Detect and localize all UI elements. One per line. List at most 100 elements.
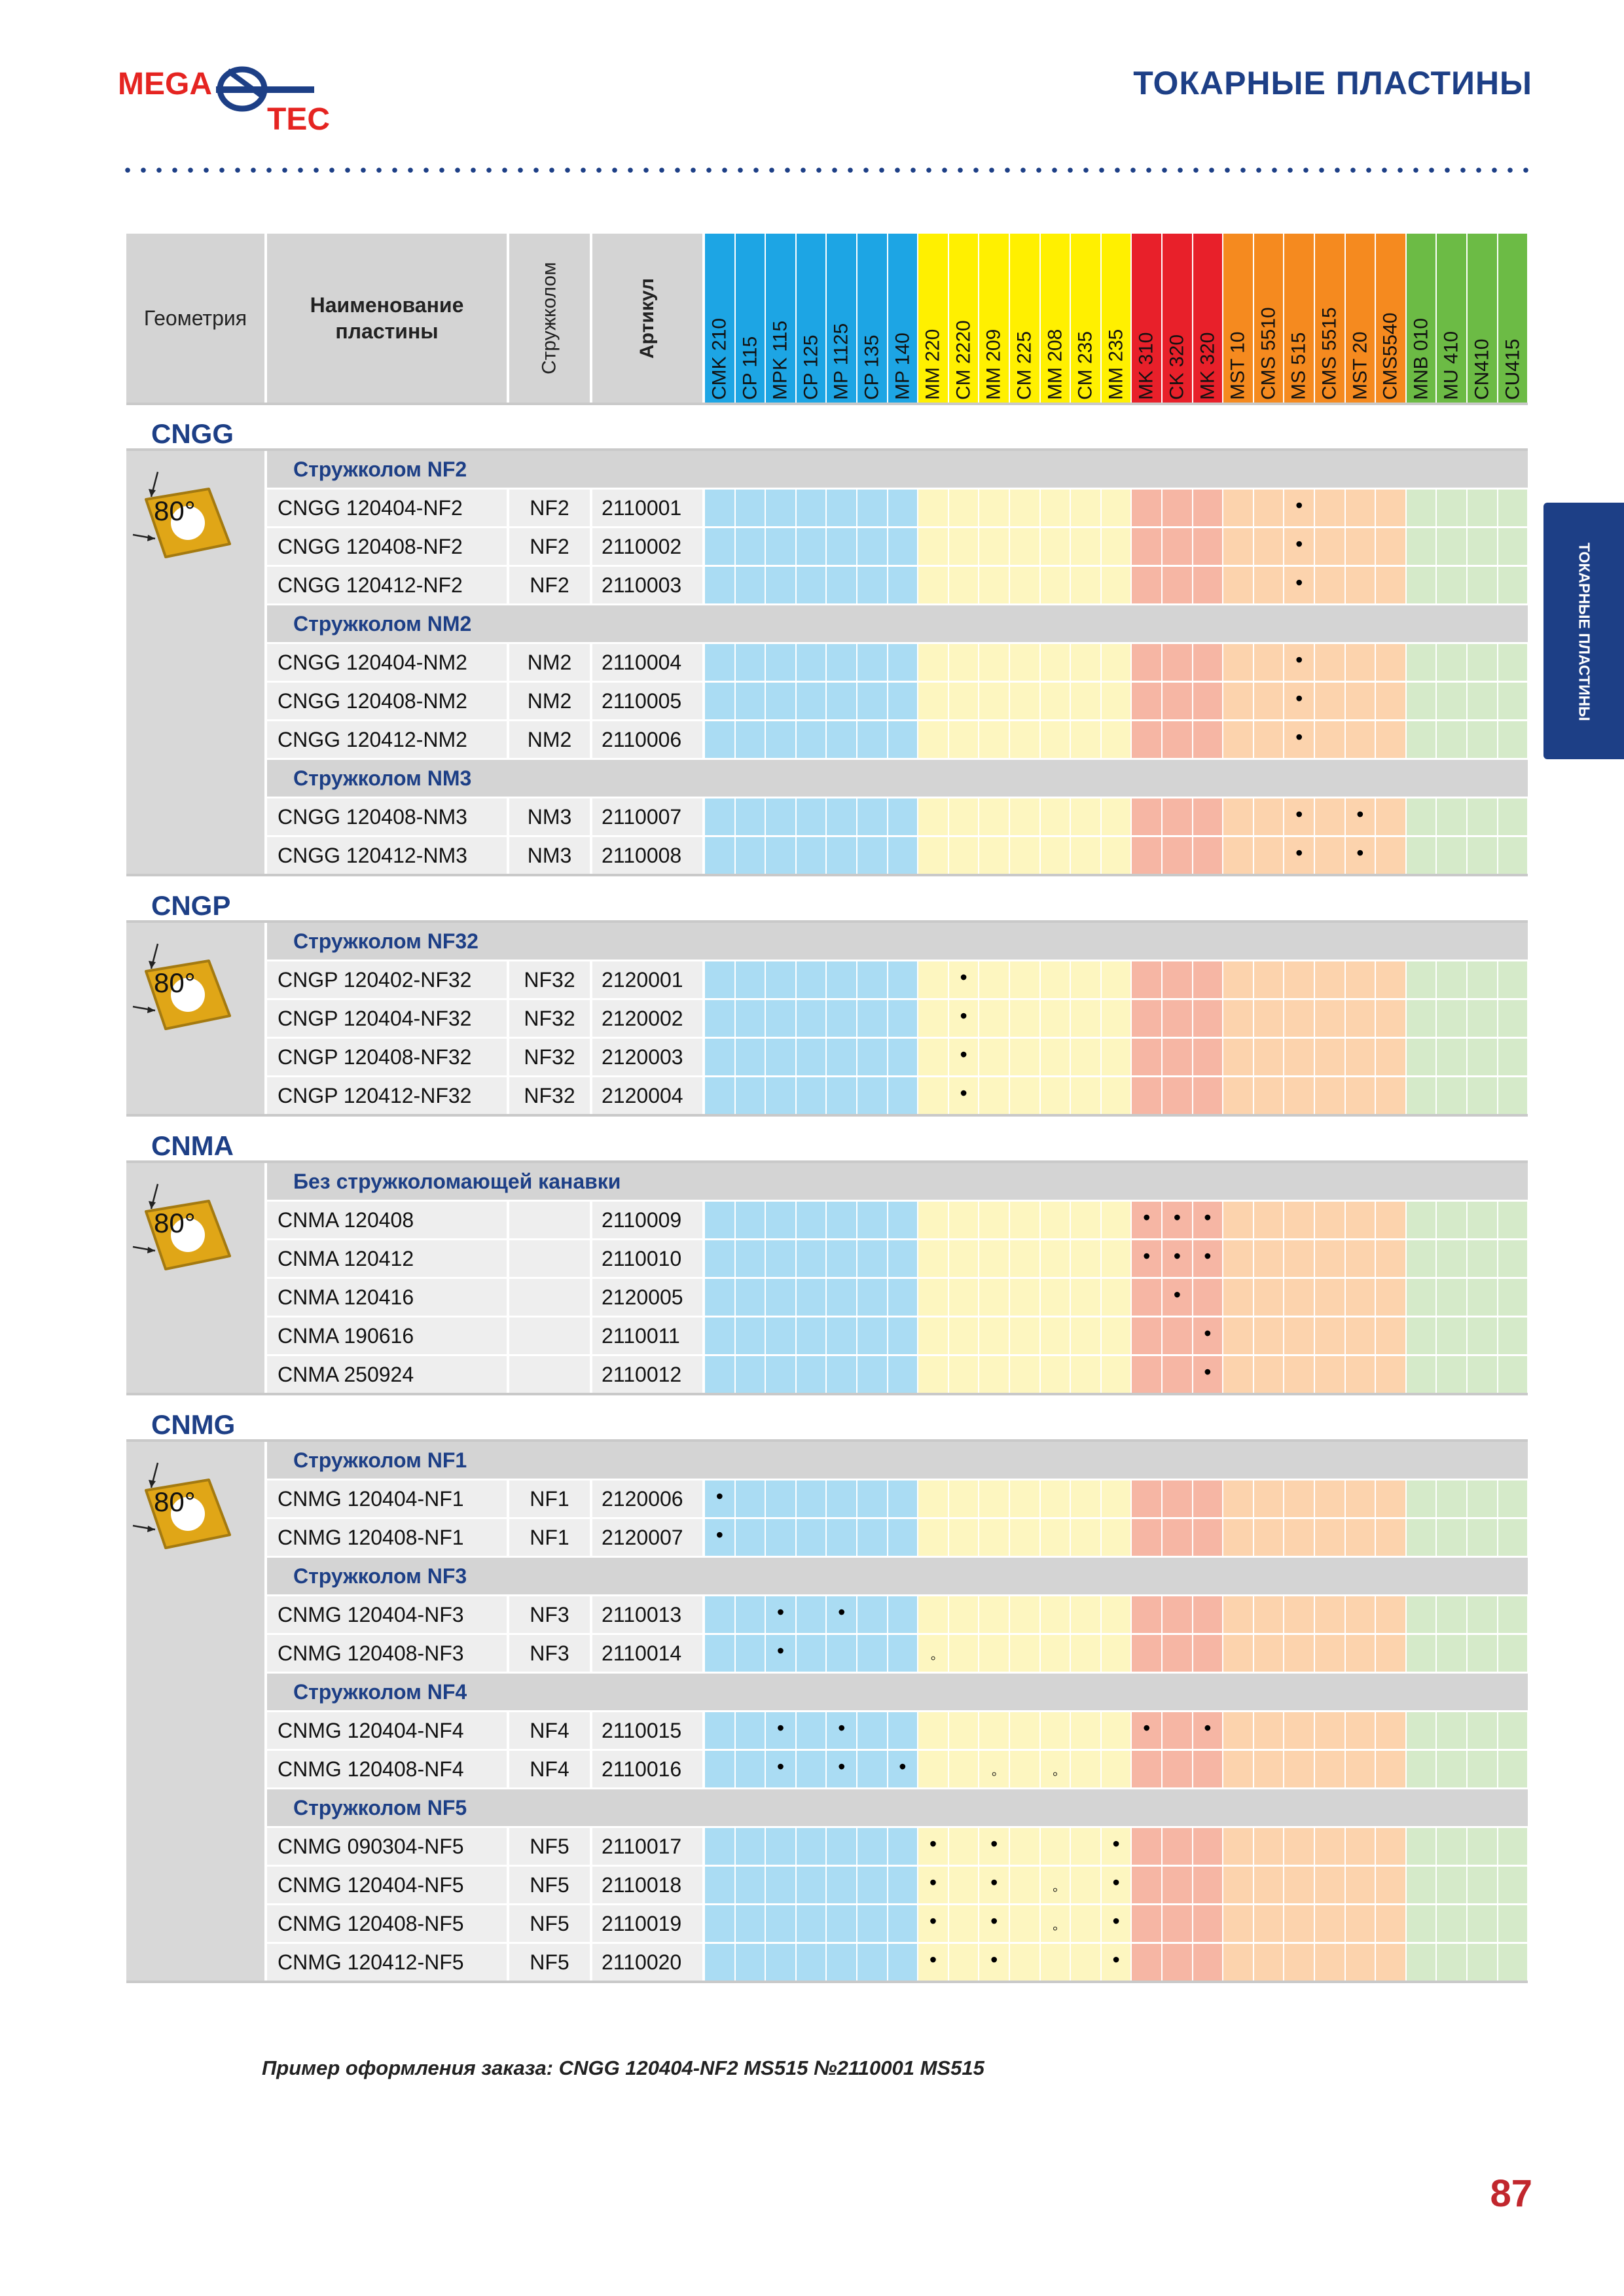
insert-name-cell: CNGP 120412-NF32 <box>267 1077 507 1114</box>
grade-cell <box>1254 1480 1284 1517</box>
grade-cell <box>1223 1944 1253 1981</box>
chipbreaker-cell: NF4 <box>509 1751 590 1787</box>
grade-cell <box>857 1828 887 1865</box>
optional-mark: ◦ <box>930 1649 936 1667</box>
insert-name-cell: CNGG 120408-NM2 <box>267 683 507 719</box>
grade-cell <box>918 1279 948 1316</box>
grade-cell <box>1193 1867 1223 1903</box>
grade-cell <box>979 1867 1009 1903</box>
insert-name-cell: CNMG 120408-NF3 <box>267 1635 507 1672</box>
grade-cell <box>1071 490 1100 526</box>
grade-cell <box>1163 1712 1192 1749</box>
geometry-header: Геометрия <box>143 306 247 330</box>
grade-cell <box>1101 1635 1131 1672</box>
grade-cell <box>1193 1596 1223 1633</box>
grade-cell <box>1284 528 1314 565</box>
chipbreaker-cell <box>509 1202 590 1238</box>
grade-cell <box>1376 721 1405 758</box>
grade-cell <box>705 1867 734 1903</box>
grade-cell <box>1163 1596 1192 1633</box>
grade-cell <box>1040 1318 1070 1354</box>
grade-cell <box>705 1480 734 1517</box>
grade-cell <box>1437 1202 1466 1238</box>
grade-cell <box>1071 798 1100 835</box>
recommended-mark: • <box>1295 648 1303 672</box>
grade-cell <box>1376 837 1405 874</box>
grade-cell <box>1254 721 1284 758</box>
grade-cell <box>1345 1240 1375 1277</box>
grade-cell <box>1468 683 1497 719</box>
grade-cell <box>766 490 795 526</box>
grade-cell <box>948 1202 979 1238</box>
grade-cell <box>1254 528 1284 565</box>
insert-name-cell: CNGG 120408-NF2 <box>267 528 507 565</box>
grade-cell <box>1040 1635 1070 1672</box>
grade-cell <box>796 1635 826 1672</box>
grade-cell <box>1132 1480 1161 1517</box>
section-title: CNGG <box>151 418 234 449</box>
grade-cell <box>1315 1596 1344 1633</box>
grade-cell <box>1376 1751 1405 1787</box>
grade-cell <box>1468 1318 1497 1354</box>
grade-cell <box>1071 1828 1100 1865</box>
article-cell: 2120007 <box>592 1519 702 1556</box>
grade-cell <box>888 1867 918 1903</box>
grade-cell <box>796 490 826 526</box>
grade-cell <box>796 1519 826 1556</box>
grade-cell <box>1010 1318 1039 1354</box>
grade-cell <box>1040 490 1070 526</box>
grade-cell <box>888 1202 918 1238</box>
grade-cell <box>1254 961 1284 998</box>
grade-cell <box>918 1519 948 1556</box>
grade-cell <box>1101 1039 1131 1075</box>
grade-cell <box>1468 490 1497 526</box>
grade-cell <box>1284 1202 1314 1238</box>
grade-cell <box>1406 1318 1436 1354</box>
article-cell: 2110015 <box>592 1712 702 1749</box>
grade-cell <box>1193 1480 1223 1517</box>
grade-cell <box>1040 1867 1070 1903</box>
chipbreaker-cell: NM2 <box>509 644 590 681</box>
recommended-mark: • <box>1173 1283 1181 1306</box>
grade-cell <box>1498 567 1528 603</box>
grade-cell <box>1132 1635 1161 1672</box>
grade-cell <box>979 1519 1009 1556</box>
grade-cell <box>948 1000 979 1037</box>
grade-cell <box>1345 567 1375 603</box>
grade-cell <box>1468 1480 1497 1517</box>
grade-cell <box>796 1039 826 1075</box>
optional-mark: ◦ <box>1052 1881 1058 1899</box>
grade-cell <box>948 798 979 835</box>
grade-header-label: MP 140 <box>891 332 913 400</box>
insert-name-cell: CNGG 120404-NF2 <box>267 490 507 526</box>
grade-header-label: MS 515 <box>1288 332 1310 400</box>
grade-cell <box>1010 1828 1039 1865</box>
grade-cell <box>766 721 795 758</box>
grade-cell <box>1376 1279 1405 1316</box>
grade-cell <box>1163 837 1192 874</box>
grade-cell <box>735 721 765 758</box>
grade-cell <box>1315 567 1344 603</box>
grade-cell <box>1071 1000 1100 1037</box>
grade-header-label: CK 320 <box>1166 334 1188 400</box>
grade-cell <box>1406 1077 1436 1114</box>
grade-cell <box>1345 1356 1375 1393</box>
grade-cell <box>1223 490 1253 526</box>
grade-cell <box>1071 1519 1100 1556</box>
grade-cell <box>1132 490 1161 526</box>
grade-cell <box>796 1596 826 1633</box>
grade-cell <box>1132 1519 1161 1556</box>
grade-cell <box>1468 1279 1497 1316</box>
grade-cell <box>1468 1596 1497 1633</box>
grade-cell <box>705 1000 734 1037</box>
chipbreaker-group-header: Стружколом NM3 <box>267 760 1528 797</box>
grade-cell <box>1071 1279 1100 1316</box>
grade-cell <box>1254 1596 1284 1633</box>
grade-cell <box>857 528 887 565</box>
recommended-mark: • <box>838 1716 846 1740</box>
side-tab-label: ТОКАРНЫЕ ПЛАСТИНЫ <box>1576 542 1593 721</box>
grade-cell <box>1101 1867 1131 1903</box>
grade-cell <box>918 1635 948 1672</box>
article-cell: 2120003 <box>592 1039 702 1075</box>
grade-cell <box>1040 1828 1070 1865</box>
